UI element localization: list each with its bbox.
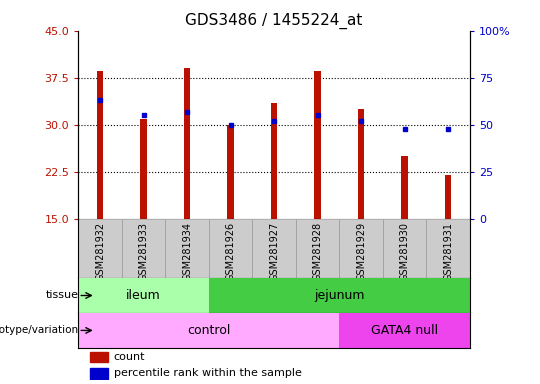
Bar [445, 175, 451, 219]
Bar [140, 119, 147, 219]
Bar [78, 219, 122, 278]
Bar [78, 313, 339, 348]
Text: jejunum: jejunum [314, 289, 364, 302]
Text: genotype/variation: genotype/variation [0, 325, 78, 336]
Bar [97, 71, 103, 219]
Text: count: count [113, 352, 145, 362]
Bar [314, 71, 321, 219]
Text: GSM281933: GSM281933 [139, 222, 148, 281]
Bar [209, 278, 470, 313]
Bar [78, 278, 209, 313]
Text: GATA4 null: GATA4 null [371, 324, 438, 337]
Text: GSM281926: GSM281926 [226, 222, 235, 281]
Bar [184, 68, 190, 219]
Text: GSM281929: GSM281929 [356, 222, 366, 281]
Text: tissue: tissue [45, 290, 78, 301]
Text: GSM281928: GSM281928 [313, 222, 322, 281]
Bar [339, 219, 383, 278]
Bar [296, 219, 339, 278]
Text: ileum: ileum [126, 289, 161, 302]
Bar [426, 219, 470, 278]
Bar [165, 219, 209, 278]
Bar [339, 313, 470, 348]
Bar [227, 125, 234, 219]
Bar [90, 352, 107, 362]
Text: control: control [187, 324, 231, 337]
Bar [271, 103, 278, 219]
Bar [209, 219, 252, 278]
Bar [401, 156, 408, 219]
Bar [90, 368, 107, 379]
Bar [122, 219, 165, 278]
Title: GDS3486 / 1455224_at: GDS3486 / 1455224_at [185, 13, 363, 29]
Bar [383, 219, 426, 278]
Text: GSM281931: GSM281931 [443, 222, 453, 281]
Text: percentile rank within the sample: percentile rank within the sample [113, 368, 301, 378]
Text: GSM281934: GSM281934 [182, 222, 192, 281]
Bar [358, 109, 365, 219]
Text: GSM281927: GSM281927 [269, 222, 279, 281]
Bar [252, 219, 296, 278]
Text: GSM281932: GSM281932 [95, 222, 105, 281]
Text: GSM281930: GSM281930 [400, 222, 409, 281]
